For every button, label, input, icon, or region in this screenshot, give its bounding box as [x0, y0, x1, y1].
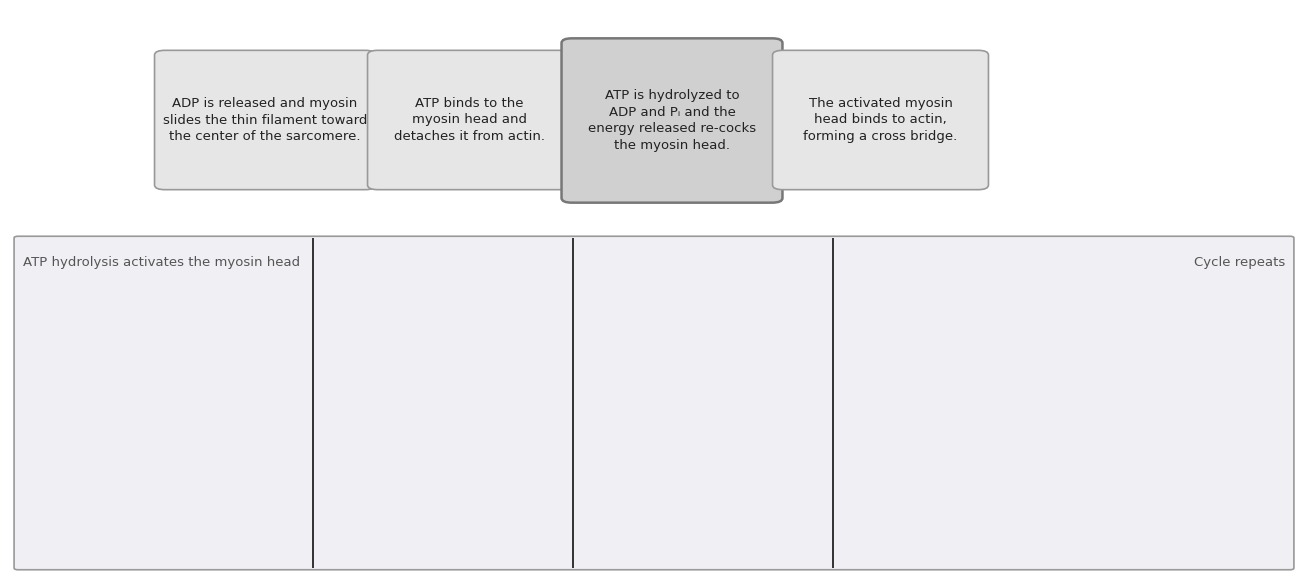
- FancyBboxPatch shape: [14, 236, 1294, 570]
- FancyBboxPatch shape: [368, 50, 572, 189]
- FancyBboxPatch shape: [561, 38, 782, 203]
- Text: ATP is hydrolyzed to
ADP and Pᵢ and the
energy released re-cocks
the myosin head: ATP is hydrolyzed to ADP and Pᵢ and the …: [587, 89, 756, 152]
- Text: Cycle repeats: Cycle repeats: [1193, 256, 1284, 269]
- Text: ATP binds to the
myosin head and
detaches it from actin.: ATP binds to the myosin head and detache…: [394, 97, 545, 143]
- Text: The activated myosin
head binds to actin,
forming a cross bridge.: The activated myosin head binds to actin…: [803, 97, 957, 143]
- FancyBboxPatch shape: [154, 50, 375, 189]
- Text: ADP is released and myosin
slides the thin filament toward
the center of the sar: ADP is released and myosin slides the th…: [162, 97, 368, 143]
- Text: ATP hydrolysis activates the myosin head: ATP hydrolysis activates the myosin head: [24, 256, 301, 269]
- FancyBboxPatch shape: [773, 50, 989, 189]
